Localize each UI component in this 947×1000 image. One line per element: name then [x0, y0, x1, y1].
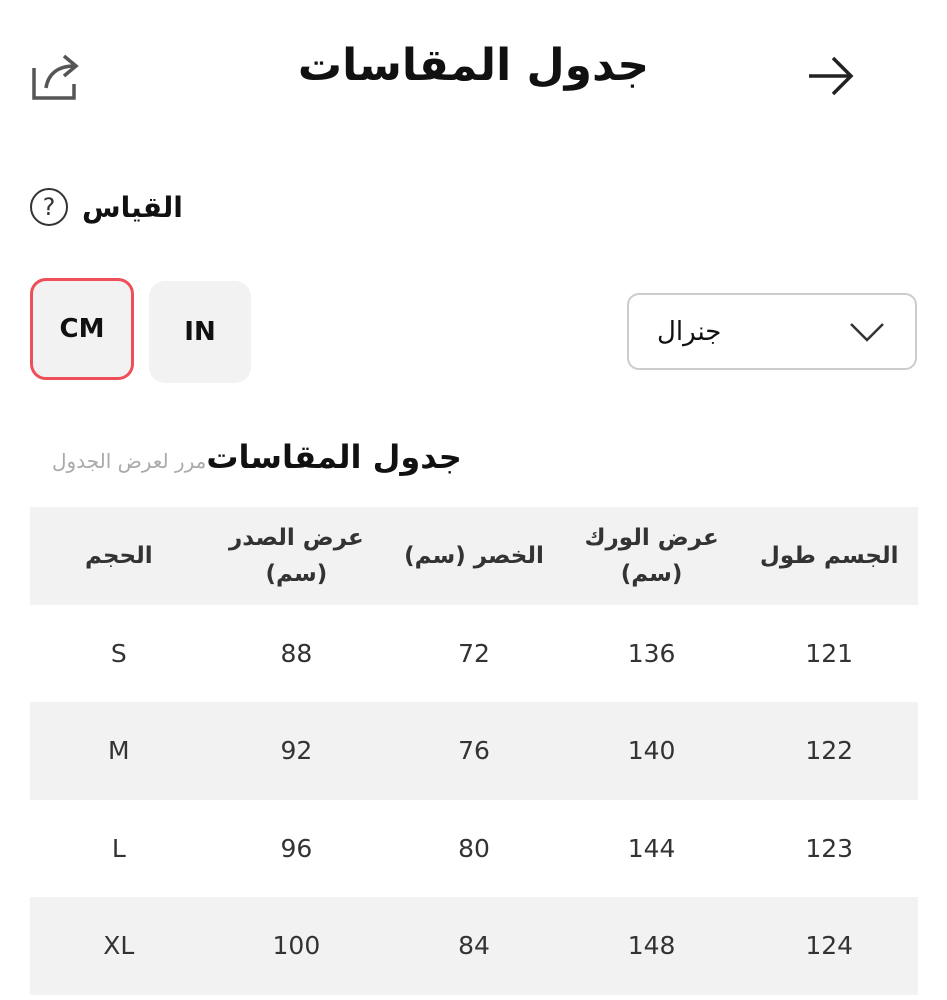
col-header: الحجم — [84, 542, 153, 569]
size-table: الحجم عرض الصدر (سم) الخصر (سم) عرض الور… — [30, 507, 918, 995]
cell: 136 — [627, 638, 676, 668]
col-header: عرض الصدر (سم) — [229, 524, 364, 587]
measure-label: القياس — [82, 190, 183, 224]
col-header: عرض الورك (سم) — [584, 524, 719, 587]
question-circle-icon[interactable]: ? — [30, 188, 68, 226]
back-arrow-icon[interactable] — [807, 52, 855, 100]
table-header-row: الحجم عرض الصدر (سم) الخصر (سم) عرض الور… — [30, 507, 918, 605]
cell: 124 — [805, 931, 854, 961]
cell: 88 — [280, 638, 313, 668]
cell: 80 — [458, 833, 490, 863]
cell: 121 — [805, 638, 854, 668]
dropdown-value: جنرال — [657, 316, 722, 347]
table-row: M 92 76 140 122 — [30, 702, 918, 800]
cell: 100 — [272, 931, 321, 961]
cell: 140 — [627, 736, 676, 766]
cell: 96 — [280, 833, 313, 863]
unit-cm-button[interactable]: CM — [30, 278, 134, 380]
scroll-hint: مرر لعرض الجدول — [52, 449, 207, 473]
cell: 84 — [458, 931, 490, 961]
share-icon[interactable] — [30, 52, 82, 102]
cell: 92 — [280, 736, 313, 766]
measure-heading: القياس ? — [30, 188, 183, 226]
col-header: الخصر (سم) — [404, 542, 544, 569]
table-row: L 96 80 144 123 — [30, 800, 918, 898]
cell: L — [111, 833, 126, 863]
table-row: S 88 72 136 121 — [30, 605, 918, 703]
section-heading: مرر لعرض الجدول جدول المقاسات — [52, 438, 462, 476]
cell: 144 — [627, 833, 676, 863]
unit-in-button[interactable]: IN — [149, 281, 251, 383]
cell: M — [108, 736, 130, 766]
table-row: XL 100 84 148 124 — [30, 897, 918, 995]
cell: 122 — [805, 736, 854, 766]
size-region-dropdown[interactable]: جنرال — [627, 293, 917, 370]
cell: 123 — [805, 833, 854, 863]
cell: XL — [103, 931, 135, 961]
section-title: جدول المقاسات — [206, 438, 462, 476]
col-header: الجسم طول — [759, 542, 899, 569]
cell: S — [110, 638, 127, 668]
cell: 76 — [458, 736, 490, 766]
page-title: جدول المقاسات — [297, 40, 650, 91]
cell: 148 — [627, 931, 676, 961]
chevron-down-icon — [850, 322, 884, 342]
cell: 72 — [458, 638, 490, 668]
